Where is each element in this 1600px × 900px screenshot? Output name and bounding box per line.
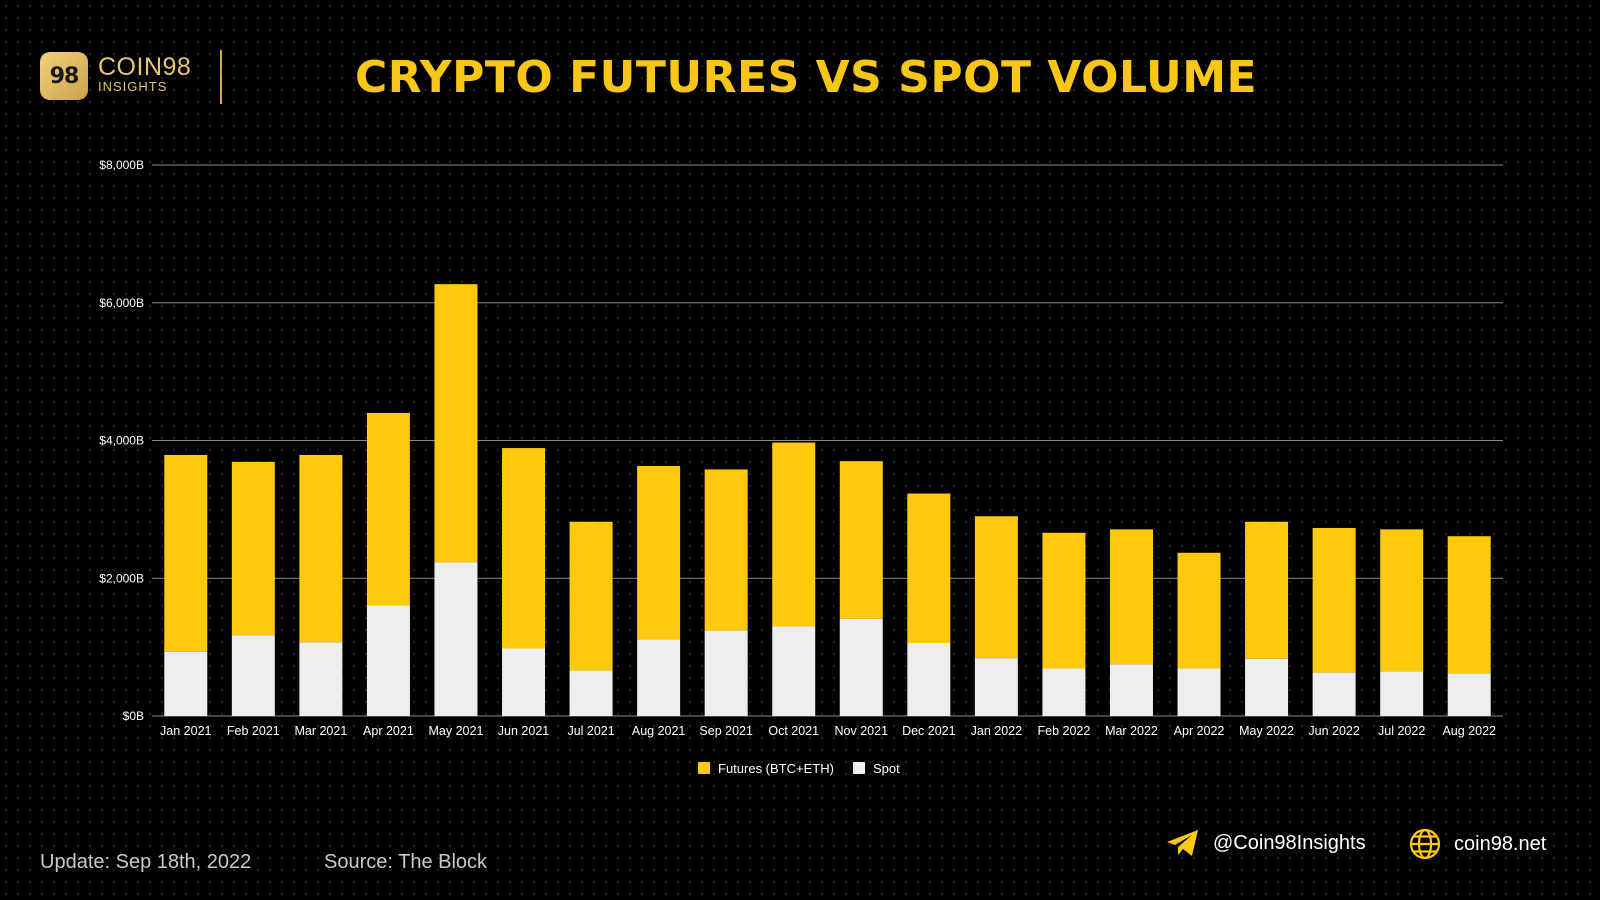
source-label: Source: The Block <box>324 851 488 873</box>
bar-spot <box>637 639 681 716</box>
bar-spot <box>704 630 748 716</box>
bar-spot <box>1177 668 1221 716</box>
x-tick-label: Aug 2021 <box>632 724 686 738</box>
brand-name: COIN98 <box>98 53 192 81</box>
bar-futures <box>164 454 208 652</box>
y-tick-label: $6,000B <box>99 296 144 310</box>
y-tick-label: $8,000B <box>99 158 144 172</box>
x-tick-label: Apr 2022 <box>1174 724 1225 738</box>
globe-icon <box>1409 828 1441 860</box>
brand-divider <box>220 50 222 104</box>
bar-futures <box>299 454 343 643</box>
x-tick-label: Apr 2021 <box>363 724 414 738</box>
bar-futures <box>772 442 816 627</box>
x-tick-label: Jul 2022 <box>1378 724 1425 738</box>
telegram-link[interactable]: @Coin98Insights <box>1165 827 1366 859</box>
bar-spot <box>1312 672 1356 716</box>
y-tick-label: $4,000B <box>99 434 144 448</box>
bar-spot <box>1447 673 1491 716</box>
website-link[interactable]: coin98.net <box>1408 827 1546 861</box>
bar-futures <box>1380 529 1424 672</box>
website-label: coin98.net <box>1454 832 1547 855</box>
y-tick-label: $0B <box>123 709 144 723</box>
bar-spot <box>164 651 208 716</box>
bar-spot <box>974 658 1018 716</box>
bar-futures <box>704 469 748 631</box>
bar-futures <box>1312 527 1356 673</box>
telegram-icon <box>1167 830 1198 856</box>
bar-futures <box>1245 521 1289 659</box>
x-tick-label: May 2022 <box>1239 724 1294 738</box>
bar-spot <box>907 642 951 716</box>
brand-sub: INSIGHTS <box>98 79 168 94</box>
update-date: Update: Sep 18th, 2022 <box>40 851 252 873</box>
bar-spot <box>569 670 613 716</box>
bar-spot <box>839 618 883 716</box>
bar-spot <box>231 635 275 716</box>
x-tick-label: Jul 2021 <box>567 724 614 738</box>
telegram-handle: @Coin98Insights <box>1213 831 1366 854</box>
x-tick-label: Feb 2021 <box>227 724 280 738</box>
bar-futures <box>231 461 275 636</box>
bar-spot <box>772 626 816 716</box>
bar-spot <box>299 642 343 716</box>
bar-futures <box>637 465 681 640</box>
x-tick-label: Dec 2021 <box>902 724 956 738</box>
x-tick-label: May 2021 <box>429 724 484 738</box>
bar-futures <box>1447 536 1491 674</box>
bar-spot <box>434 562 478 716</box>
bar-futures <box>839 461 883 619</box>
bar-futures <box>974 516 1018 659</box>
x-tick-label: Jun 2022 <box>1308 724 1359 738</box>
bar-futures <box>434 284 478 563</box>
bar-futures <box>502 448 546 649</box>
x-tick-label: Mar 2021 <box>294 724 347 738</box>
y-tick-label: $2,000B <box>99 571 144 585</box>
x-tick-label: Nov 2021 <box>835 724 889 738</box>
x-tick-label: Jan 2022 <box>971 724 1022 738</box>
legend-label-futures: Futures (BTC+ETH) <box>718 761 834 776</box>
bar-spot <box>1245 658 1289 716</box>
bar-futures <box>1177 552 1221 669</box>
coin98-logo: 98 <box>40 52 88 100</box>
x-tick-label: Aug 2022 <box>1442 724 1496 738</box>
legend-label-spot: Spot <box>873 761 900 776</box>
brand: COIN98 INSIGHTS <box>98 54 191 94</box>
bar-spot <box>366 605 410 716</box>
bar-futures <box>366 412 410 606</box>
bar-futures <box>907 493 951 643</box>
logo-mark: 98 <box>49 63 80 89</box>
bar-spot <box>1380 671 1424 716</box>
x-tick-label: Jan 2021 <box>160 724 211 738</box>
bar-futures <box>1109 529 1153 665</box>
x-tick-label: Mar 2022 <box>1105 724 1158 738</box>
bar-spot <box>1042 668 1086 716</box>
x-tick-label: Feb 2022 <box>1038 724 1091 738</box>
x-tick-label: Oct 2021 <box>768 724 819 738</box>
bar-spot <box>1109 664 1153 716</box>
x-tick-label: Sep 2021 <box>699 724 753 738</box>
bar-futures <box>1042 532 1086 669</box>
legend-swatch-spot <box>853 762 865 774</box>
page-title: CRYPTO FUTURES VS SPOT VOLUME <box>355 52 1258 103</box>
bar-futures <box>569 521 613 671</box>
x-tick-label: Jun 2021 <box>498 724 549 738</box>
legend-swatch-futures <box>698 762 710 774</box>
bar-spot <box>502 648 546 716</box>
